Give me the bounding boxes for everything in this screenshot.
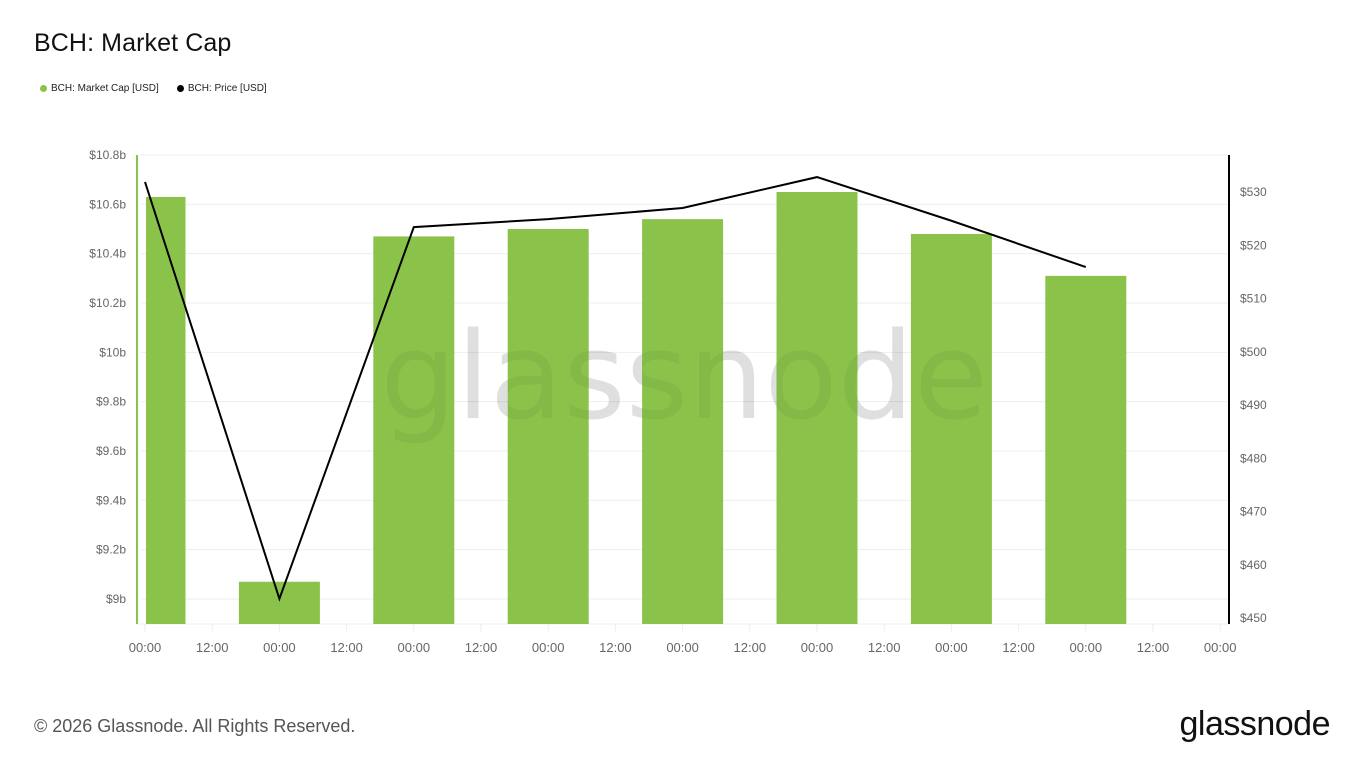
x-axis-tick: 00:00 <box>532 640 565 655</box>
x-axis-tick: 12:00 <box>330 640 363 655</box>
x-axis-tick: 12:00 <box>465 640 498 655</box>
x-axis-tick: 12:00 <box>734 640 767 655</box>
chart-title: BCH: Market Cap <box>34 29 232 57</box>
x-axis-tick: 00:00 <box>1204 640 1237 655</box>
left-axis-tick: $10.8b <box>89 148 126 162</box>
legend-item-market-cap[interactable]: BCH: Market Cap [USD] <box>40 83 159 94</box>
bar-market-cap[interactable] <box>146 196 186 624</box>
left-axis-tick: $9.8b <box>96 395 126 409</box>
right-axis-tick: $530 <box>1240 185 1267 199</box>
left-axis-tick: $10.4b <box>89 247 126 261</box>
copyright-text: © 2026 Glassnode. All Rights Reserved. <box>34 716 356 736</box>
x-axis-tick: 00:00 <box>398 640 431 655</box>
right-axis-tick: $450 <box>1240 611 1267 625</box>
x-axis-tick: 12:00 <box>868 640 901 655</box>
left-axis-tick: $9.4b <box>96 493 126 507</box>
svg-text:glassnode: glassnode <box>380 308 988 447</box>
x-axis-tick: 00:00 <box>129 640 162 655</box>
x-axis-tick: 12:00 <box>599 640 632 655</box>
x-axis-tick: 12:00 <box>196 640 229 655</box>
x-axis-tick: 00:00 <box>263 640 296 655</box>
x-axis-tick: 12:00 <box>1002 640 1035 655</box>
x-axis-tick: 00:00 <box>801 640 834 655</box>
chart-legend: BCH: Market Cap [USD] BCH: Price [USD] <box>40 83 267 94</box>
left-axis-tick: $10.2b <box>89 296 126 310</box>
right-axis-tick: $500 <box>1240 345 1267 359</box>
left-axis-tick: $10b <box>99 345 126 359</box>
bar-market-cap[interactable] <box>776 192 858 624</box>
bar-market-cap[interactable] <box>1045 275 1127 624</box>
x-axis-tick: 00:00 <box>935 640 968 655</box>
right-axis-tick: $470 <box>1240 505 1267 519</box>
line-price[interactable] <box>144 176 1087 602</box>
right-axis-tick: $520 <box>1240 238 1267 252</box>
legend-label: BCH: Price [USD] <box>187 83 267 94</box>
x-axis-tick: 12:00 <box>1137 640 1170 655</box>
right-axis-tick: $460 <box>1240 558 1267 572</box>
bar-market-cap[interactable] <box>642 219 724 624</box>
bar-market-cap[interactable] <box>507 229 589 624</box>
chart-plot: $10.8b $10.6b $10.4b $10.2b $10b $9.8b $9.6b $9… <box>89 148 1267 655</box>
left-axis-tick: $9b <box>106 592 126 606</box>
legend-dot-icon <box>40 85 47 92</box>
x-axis-tick: 00:00 <box>1070 640 1103 655</box>
bar-market-cap[interactable] <box>910 233 992 624</box>
legend-label: BCH: Market Cap [USD] <box>51 83 159 94</box>
right-axis-tick: $480 <box>1240 451 1267 465</box>
bar-market-cap[interactable] <box>238 581 320 624</box>
legend-dot-icon <box>176 85 184 92</box>
glassnode-logo[interactable]: glassnode <box>1179 705 1330 743</box>
legend-item-price[interactable]: BCH: Price [USD] <box>176 83 267 94</box>
x-axis-tick: 00:00 <box>666 640 699 655</box>
left-axis-tick: $9.6b <box>96 444 126 458</box>
right-axis-tick: $510 <box>1240 292 1267 306</box>
left-axis-tick: $9.2b <box>96 543 126 557</box>
right-axis-tick: $490 <box>1240 398 1267 412</box>
left-axis-tick: $10.6b <box>89 197 126 211</box>
